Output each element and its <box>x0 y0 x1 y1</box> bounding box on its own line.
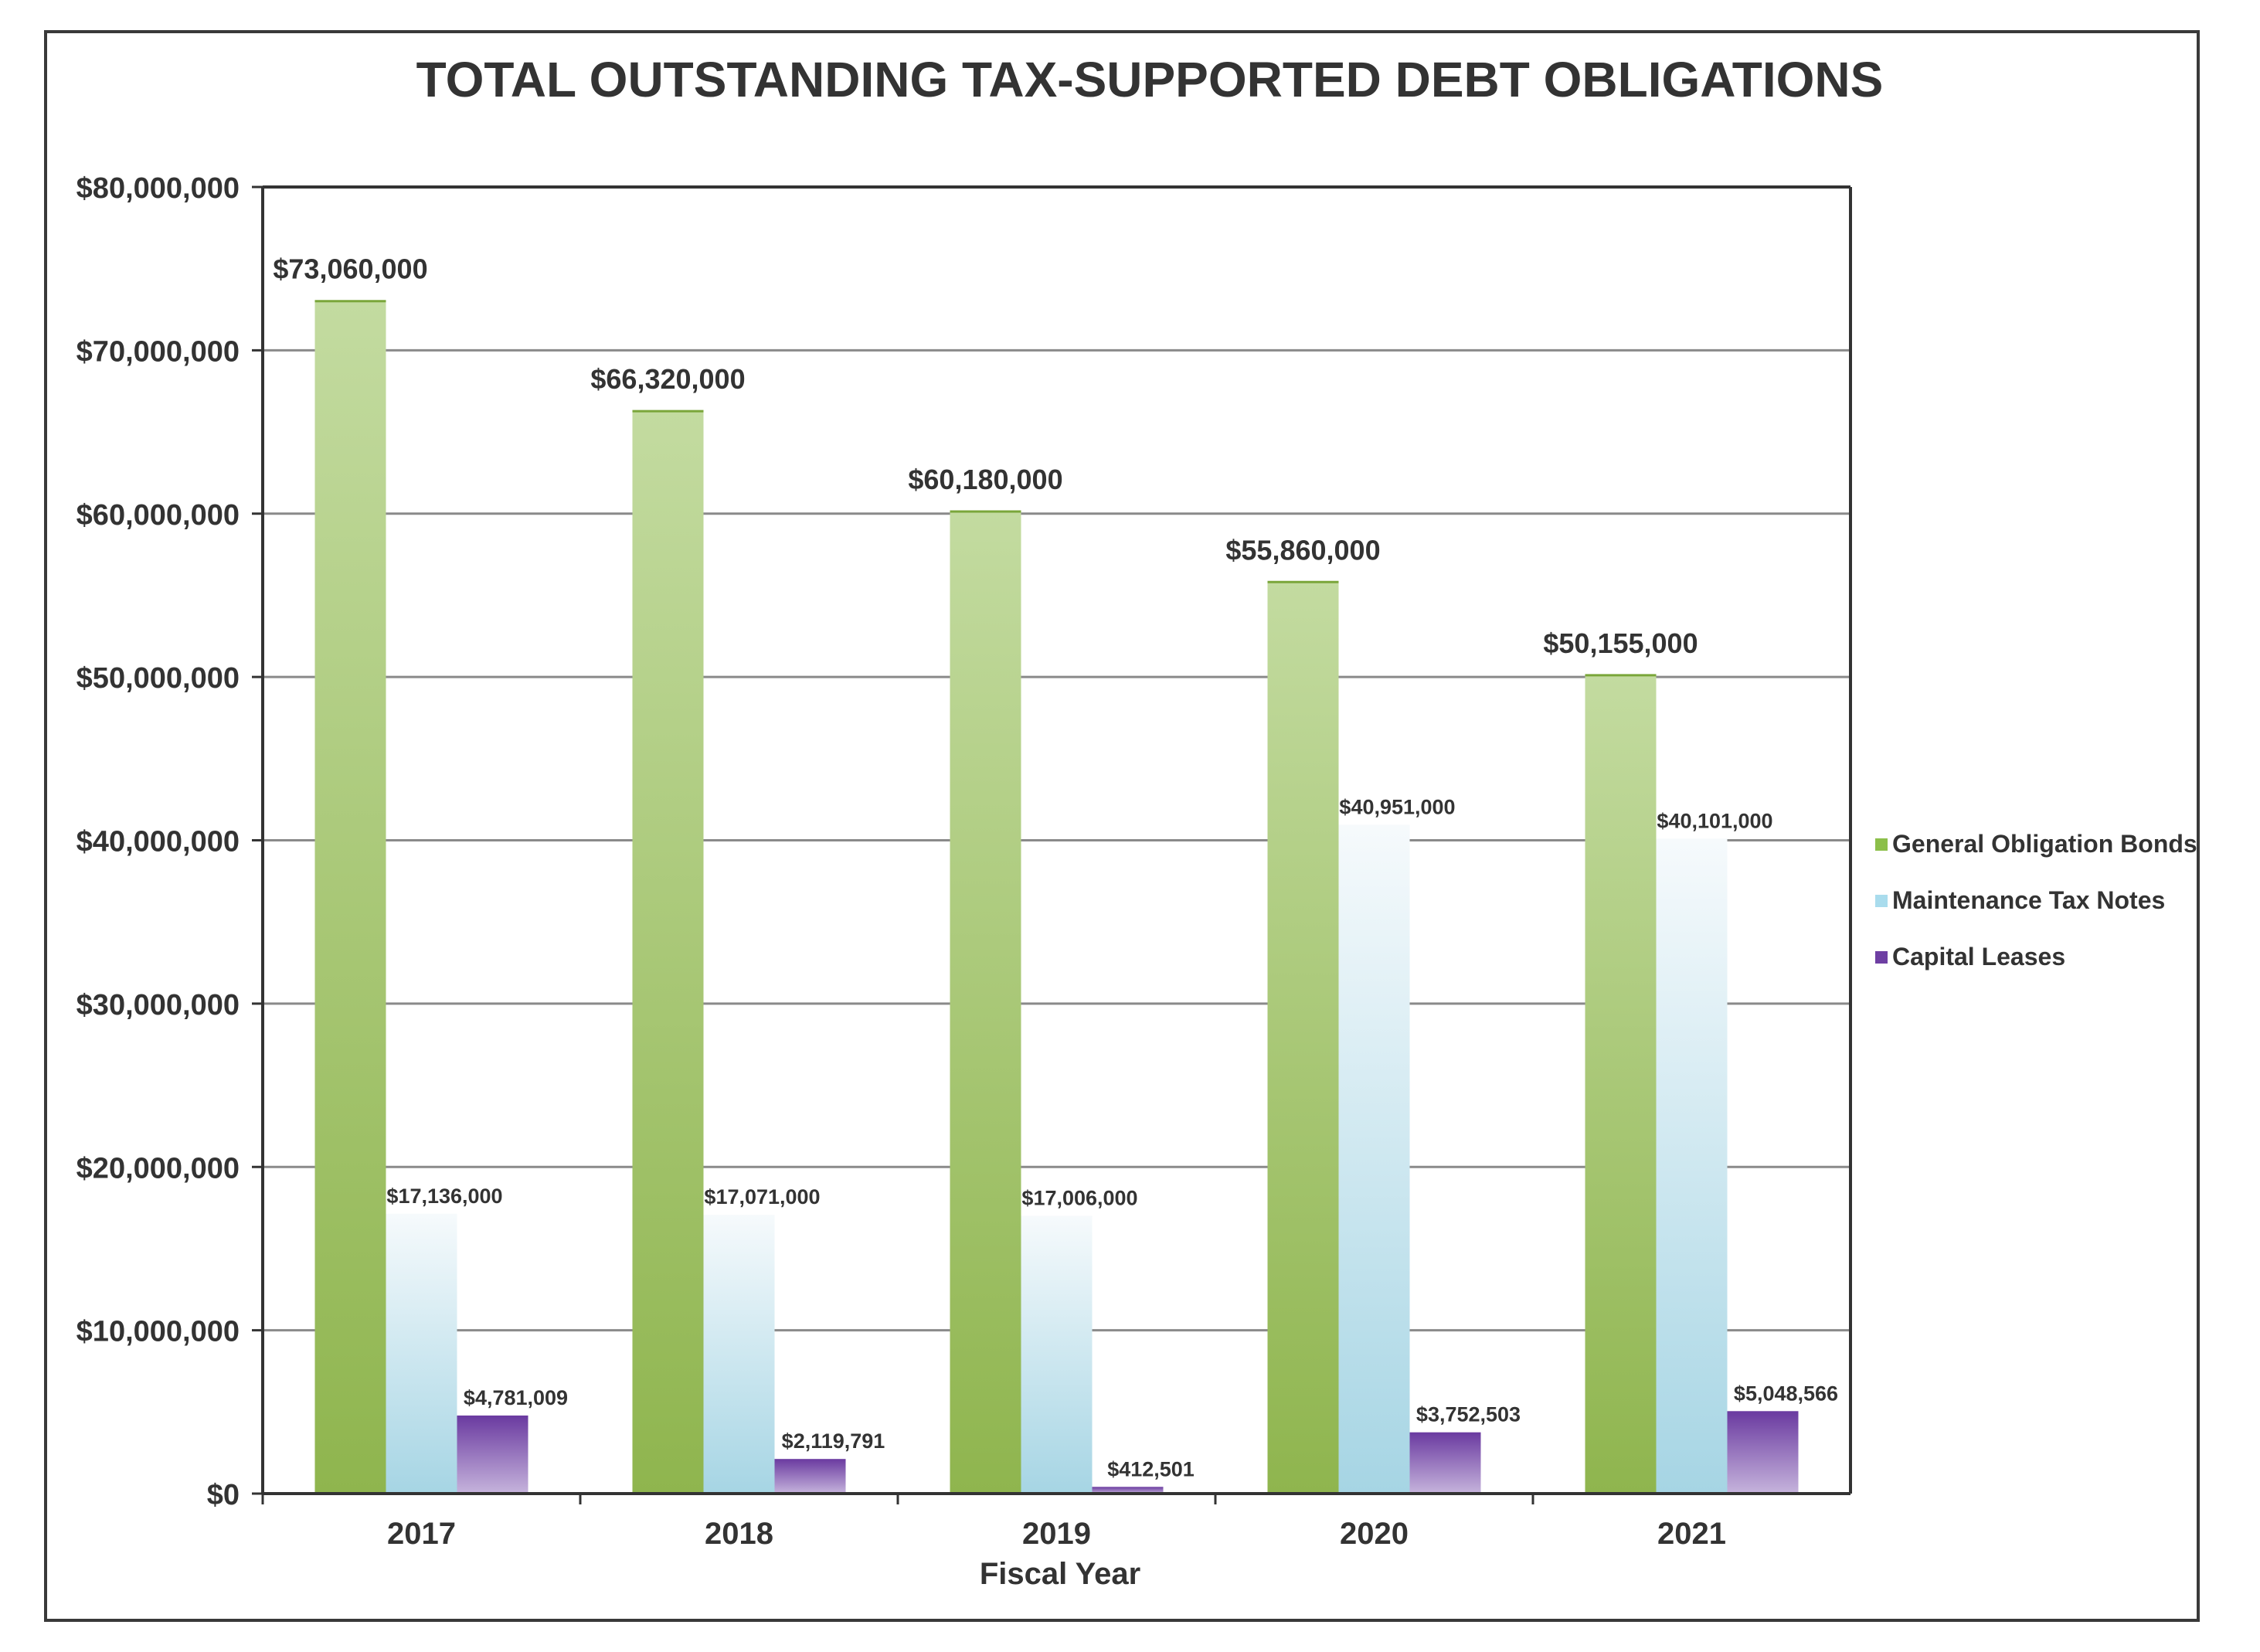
y-tick-label-8: $80,000,000 <box>76 172 240 205</box>
y-tick-label-1: $10,000,000 <box>76 1316 240 1348</box>
legend-label-0: General Obligation Bonds <box>1892 830 2197 858</box>
bar-maintenance-tax-notes-2018 <box>703 1215 775 1494</box>
x-tick-label-2018: 2018 <box>705 1517 773 1551</box>
bar-general-obligation-bonds-2018 <box>632 410 704 1494</box>
data-label-mtn-2020: $40,951,000 <box>1339 795 1455 818</box>
data-label-cl-2018: $2,119,791 <box>782 1429 885 1453</box>
y-tick-label-6: $60,000,000 <box>76 499 240 532</box>
y-tick-label-0: $0 <box>207 1479 240 1511</box>
data-label-gob-2019: $60,180,000 <box>908 464 1062 495</box>
data-label-mtn-2018: $17,071,000 <box>704 1185 820 1208</box>
y-tick-label-5: $50,000,000 <box>76 662 240 695</box>
chart-title: TOTAL OUTSTANDING TAX-SUPPORTED DEBT OBL… <box>416 52 1884 107</box>
bar-maintenance-tax-notes-2017 <box>386 1213 457 1494</box>
bar-general-obligation-bonds-2020 <box>1267 581 1339 1494</box>
data-label-mtn-2019: $17,006,000 <box>1021 1187 1137 1210</box>
data-label-gob-2018: $66,320,000 <box>590 363 745 395</box>
data-label-mtn-2017: $17,136,000 <box>386 1185 502 1208</box>
x-tick-label-2019: 2019 <box>1022 1517 1091 1551</box>
bar-capital-leases-2019 <box>1092 1487 1164 1494</box>
bar-capital-leases-2020 <box>1409 1432 1481 1494</box>
legend-label-2: Capital Leases <box>1892 943 2065 970</box>
x-tick-label-2020: 2020 <box>1340 1517 1409 1551</box>
axes: $0 $10,000,000 $20,000,000 $30,000,000 $40,0… <box>76 172 1852 1551</box>
bar-capital-leases-2021 <box>1727 1411 1799 1494</box>
y-tick-label-3: $30,000,000 <box>76 989 240 1021</box>
bar-general-obligation-bonds-2021 <box>1585 674 1657 1494</box>
legend-swatch-1 <box>1875 895 1888 907</box>
bar-capital-leases-2018 <box>774 1459 846 1494</box>
data-label-gob-2021: $50,155,000 <box>1543 627 1698 659</box>
data-label-gob-2017: $73,060,000 <box>273 253 427 285</box>
data-label-cl-2019: $412,501 <box>1107 1457 1195 1480</box>
bar-general-obligation-bonds-2019 <box>950 510 1021 1494</box>
x-axis-title: Fiscal Year <box>980 1557 1140 1591</box>
bar-maintenance-tax-notes-2020 <box>1338 824 1410 1494</box>
legend-swatch-2 <box>1875 951 1888 964</box>
bar-general-obligation-bonds-2017 <box>314 300 386 1494</box>
x-tick-label-2017: 2017 <box>387 1517 456 1551</box>
y-tick-label-2: $20,000,000 <box>76 1152 240 1185</box>
bar-maintenance-tax-notes-2021 <box>1656 838 1728 1494</box>
x-tick-label-2021: 2021 <box>1657 1517 1726 1551</box>
data-label-cl-2021: $5,048,566 <box>1734 1382 1838 1405</box>
bar-maintenance-tax-notes-2019 <box>1021 1215 1093 1494</box>
y-tick-label-4: $40,000,000 <box>76 826 240 858</box>
bar-capital-leases-2017 <box>457 1415 528 1494</box>
data-label-cl-2017: $4,781,009 <box>464 1386 568 1409</box>
data-label-mtn-2021: $40,101,000 <box>1657 809 1772 832</box>
chart-frame <box>44 30 2200 1622</box>
legend: General Obligation Bonds Maintenance Tax … <box>1875 830 2197 970</box>
data-labels: $73,060,000 $17,136,000 $4,781,009 $66,320,… <box>273 253 1838 1481</box>
y-tick-label-7: $70,000,000 <box>76 335 240 368</box>
legend-label-1: Maintenance Tax Notes <box>1892 886 2165 914</box>
data-label-gob-2020: $55,860,000 <box>1225 534 1380 566</box>
legend-swatch-0 <box>1875 838 1888 851</box>
bars <box>314 300 1799 1494</box>
data-label-cl-2020: $3,752,503 <box>1416 1403 1521 1426</box>
